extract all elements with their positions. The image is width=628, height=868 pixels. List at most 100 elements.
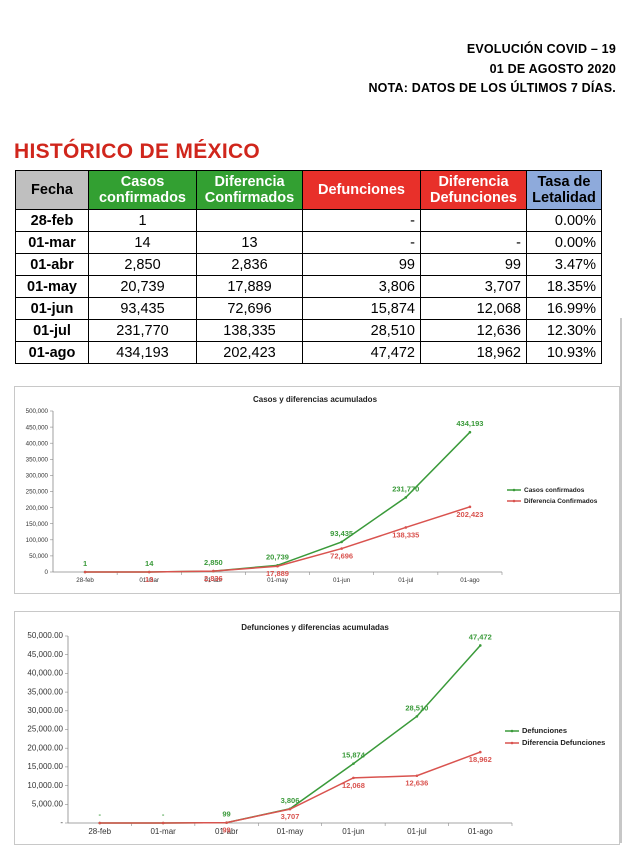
- table-cell: 434,193: [88, 341, 197, 364]
- data-label: 434,193: [456, 419, 483, 428]
- data-label: -: [162, 810, 165, 819]
- data-label: 3,707: [281, 812, 300, 821]
- series-point-1: [98, 821, 102, 825]
- x-tick-label: 01-may: [277, 827, 304, 836]
- y-tick-label: 250,000: [26, 489, 49, 496]
- data-label: 14: [145, 559, 154, 568]
- table-cell: 47,472: [302, 341, 421, 364]
- report-header: EVOLUCIÓN COVID – 19 01 DE AGOSTO 2020 N…: [368, 40, 616, 99]
- series-point-0: [468, 430, 472, 434]
- table-cell: 2,836: [196, 253, 303, 276]
- series-point-0: [340, 540, 343, 544]
- chart-title: Defunciones y diferencias acumuladas: [241, 623, 389, 632]
- y-tick-label: 20,000.00: [27, 743, 63, 752]
- table-cell: 99: [302, 253, 421, 276]
- table-row: 01-jul 231,770 138,335 28,510 12,636 12.30%: [15, 319, 602, 342]
- series-point-1: [161, 821, 165, 825]
- series-point-1: [352, 776, 355, 780]
- table-cell: 13: [196, 231, 303, 254]
- table-row: 28-feb 1 - 0.00%: [15, 209, 602, 232]
- x-tick-label: 01-ago: [468, 827, 493, 836]
- table-cell: 01-mar: [15, 231, 89, 254]
- x-tick-label: 28-feb: [76, 577, 94, 584]
- table-cell: 17,889: [196, 275, 303, 298]
- chart-casos-svg: Casos y diferencias acumulados 0 50,000 100…: [26, 395, 598, 584]
- table-cell: 72,696: [196, 297, 303, 320]
- legend-marker-0: [510, 729, 514, 733]
- legend-marker-1: [510, 741, 514, 745]
- table-cell: 0.00%: [526, 209, 602, 232]
- x-tick-label: 01-may: [267, 577, 289, 584]
- col-header-fecha: Fecha: [15, 170, 89, 210]
- x-tick-label: 01-jul: [407, 827, 427, 836]
- table-cell: -: [302, 209, 421, 232]
- data-label: 18,962: [469, 755, 492, 764]
- chart-casos: Casos y diferencias acumulados 0 50,000 100…: [14, 386, 620, 594]
- x-tick-label: 01-jun: [342, 827, 364, 836]
- table-cell: 10.93%: [526, 341, 602, 364]
- col-header-dif-confirmados: Diferencia Confirmados: [196, 170, 303, 210]
- table-cell: 3.47%: [526, 253, 602, 276]
- series-point-1: [225, 821, 228, 824]
- table-cell: 3,707: [420, 275, 527, 298]
- series-point-1: [415, 774, 419, 778]
- y-tick-label: 35,000.00: [27, 687, 63, 696]
- table-row: 01-ago 434,193 202,423 47,472 18,962 10.93%: [15, 341, 602, 364]
- y-tick-label: 10,000.00: [27, 781, 63, 790]
- series-point-1: [478, 750, 482, 754]
- table-cell: 28-feb: [15, 209, 89, 232]
- table-cell: 2,850: [88, 253, 197, 276]
- series-point-1: [404, 526, 408, 529]
- table-cell: -: [302, 231, 421, 254]
- col-header-casos: Casos confirmados: [88, 170, 197, 210]
- table-cell: 0.00%: [526, 231, 602, 254]
- series-point-1: [340, 547, 343, 550]
- chart-defunciones: Defunciones y diferencias acumuladas - 5,0…: [14, 611, 620, 845]
- table-cell: 1: [88, 209, 197, 232]
- legend-marker-0: [512, 488, 516, 492]
- y-tick-label: 200,000: [26, 505, 49, 512]
- y-tick-label: 300,000: [26, 473, 49, 480]
- legend-label-1: Diferencia Confirmados: [524, 498, 598, 505]
- table-cell: [196, 209, 303, 232]
- table-cell: -: [420, 231, 527, 254]
- series-point-0: [352, 762, 355, 765]
- table-row: 01-jun 93,435 72,696 15,874 12,068 16.99%: [15, 297, 602, 320]
- series-point-0: [478, 644, 482, 647]
- report-note: NOTA: DATOS DE LOS ÚLTIMOS 7 DÍAS.: [368, 81, 616, 95]
- y-tick-label: 5,000.00: [32, 800, 64, 809]
- series-point-1: [468, 505, 472, 509]
- table-cell: 28,510: [302, 319, 421, 342]
- legend-label-0: Defunciones: [522, 726, 567, 735]
- series-point-0: [404, 496, 408, 499]
- table-cell: 01-abr: [15, 253, 89, 276]
- series-point-1: [276, 564, 279, 568]
- y-tick-label: 350,000: [26, 457, 49, 464]
- table-header-row: Fecha Casos confirmados Diferencia Confi…: [15, 170, 602, 210]
- table-cell: 18,962: [420, 341, 527, 364]
- series-point-1: [212, 569, 215, 573]
- data-label: 17,889: [266, 569, 289, 578]
- y-tick-label: 40,000.00: [27, 669, 63, 678]
- x-tick-label: 01-mar: [150, 827, 176, 836]
- data-label: 2,850: [204, 558, 223, 567]
- table-title: HISTÓRICO DE MÉXICO: [14, 140, 261, 163]
- data-label: 28,510: [405, 703, 428, 712]
- data-label: 138,335: [392, 530, 419, 539]
- x-tick-label: 01-jul: [398, 577, 413, 584]
- data-label: 47,472: [469, 632, 492, 641]
- data-label: 93,435: [330, 529, 353, 538]
- data-label: 1: [83, 559, 87, 568]
- series-point-0: [415, 715, 419, 718]
- y-tick-label: 50,000: [29, 553, 48, 560]
- table-cell: 18.35%: [526, 275, 602, 298]
- data-label: 202,423: [456, 510, 483, 519]
- data-label: 12,068: [342, 781, 365, 790]
- scrollbar[interactable]: [620, 318, 622, 843]
- report-title: EVOLUCIÓN COVID – 19: [466, 42, 616, 56]
- data-label: 15,874: [342, 751, 366, 760]
- x-tick-label: 01-mar: [139, 577, 159, 584]
- y-tick-label: 25,000.00: [27, 725, 63, 734]
- data-label: 99: [222, 810, 230, 819]
- data-label: 12,636: [405, 779, 428, 788]
